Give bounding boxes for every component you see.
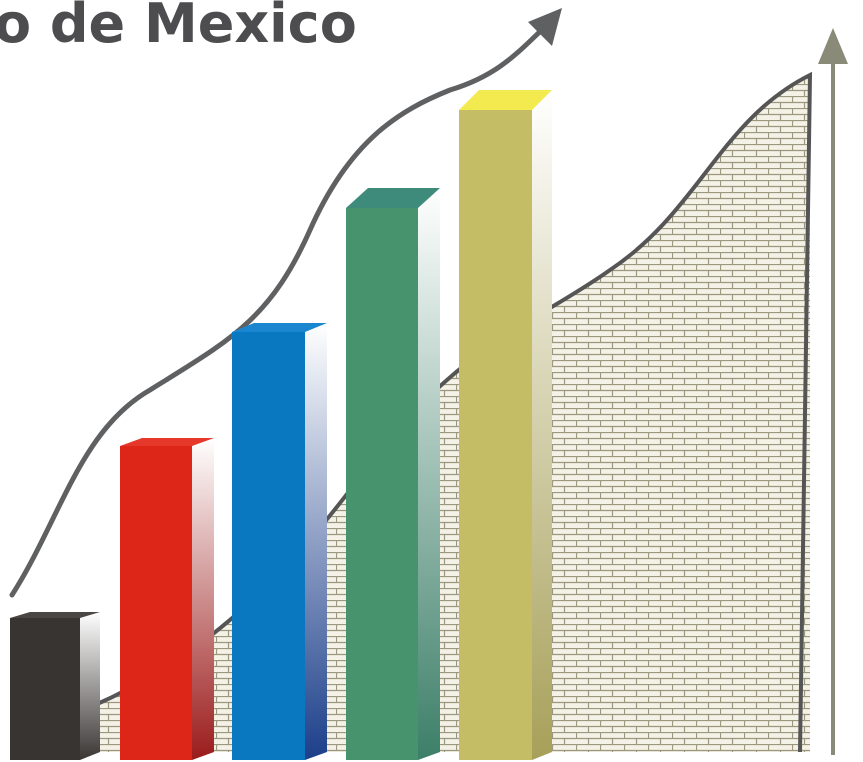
bar-black (10, 612, 100, 760)
title: o de Mexico (0, 0, 357, 55)
trend-arrow (9, 21, 551, 598)
bar-yellow (459, 90, 552, 760)
bar-red (120, 438, 214, 760)
axis-arrow-head (818, 28, 848, 64)
trend-arrow-head (528, 8, 562, 46)
bar-green (346, 188, 440, 760)
bar-blue (232, 323, 327, 760)
